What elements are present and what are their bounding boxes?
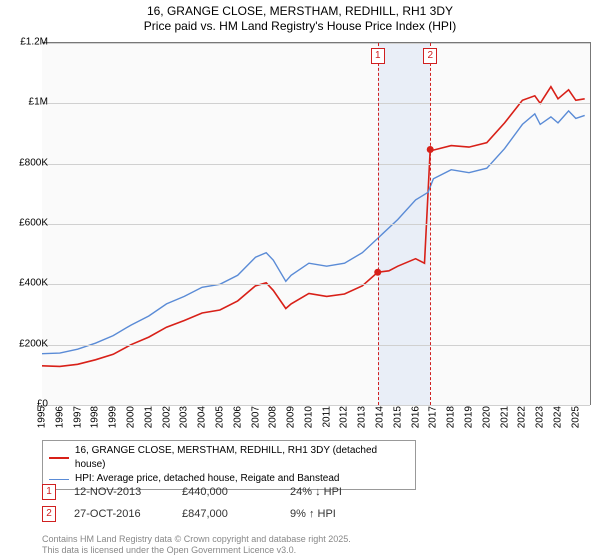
legend-swatch xyxy=(49,479,69,480)
y-tick-label: £0 xyxy=(8,399,48,410)
transaction-delta: 9% ↑ HPI xyxy=(290,508,380,520)
title-subtitle: Price paid vs. HM Land Registry's House … xyxy=(0,19,600,34)
x-tick-label: 2019 xyxy=(464,406,475,428)
y-tick-label: £600K xyxy=(8,218,48,229)
y-tick-label: £200K xyxy=(8,338,48,349)
title-block: 16, GRANGE CLOSE, MERSTHAM, REDHILL, RH1… xyxy=(0,0,600,34)
x-tick-label: 2008 xyxy=(268,406,279,428)
footer-copyright: Contains HM Land Registry data © Crown c… xyxy=(42,534,351,545)
gridline xyxy=(42,103,590,104)
x-tick-label: 2005 xyxy=(214,406,225,428)
x-tick-label: 2014 xyxy=(375,406,386,428)
transaction-marker: 1 xyxy=(42,484,56,500)
transaction-row: 2 27-OCT-2016 £847,000 9% ↑ HPI xyxy=(42,506,582,522)
x-tick-label: 2020 xyxy=(481,406,492,428)
x-tick-label: 1998 xyxy=(90,406,101,428)
x-tick-label: 2003 xyxy=(179,406,190,428)
x-tick-label: 2012 xyxy=(339,406,350,428)
x-tick-label: 1999 xyxy=(108,406,119,428)
x-tick-label: 2007 xyxy=(250,406,261,428)
event-vline xyxy=(430,43,431,405)
plot-area xyxy=(42,42,591,405)
x-tick-label: 2024 xyxy=(552,406,563,428)
gridline xyxy=(42,164,590,165)
footer-block: Contains HM Land Registry data © Crown c… xyxy=(42,534,351,557)
x-tick-label: 2016 xyxy=(410,406,421,428)
event-marker-top: 2 xyxy=(423,48,437,64)
x-tick-label: 2013 xyxy=(357,406,368,428)
event-vline xyxy=(378,43,379,405)
x-tick-label: 2025 xyxy=(570,406,581,428)
chart-container: 16, GRANGE CLOSE, MERSTHAM, REDHILL, RH1… xyxy=(0,0,600,560)
x-tick-label: 2010 xyxy=(303,406,314,428)
legend-label: 16, GRANGE CLOSE, MERSTHAM, REDHILL, RH1… xyxy=(75,444,409,472)
y-tick-label: £1M xyxy=(8,97,48,108)
transaction-marker: 2 xyxy=(42,506,56,522)
x-tick-label: 2017 xyxy=(428,406,439,428)
transaction-row: 1 12-NOV-2013 £440,000 24% ↓ HPI xyxy=(42,484,582,500)
x-tick-label: 2022 xyxy=(517,406,528,428)
x-tick-label: 2018 xyxy=(446,406,457,428)
legend-item-price: 16, GRANGE CLOSE, MERSTHAM, REDHILL, RH1… xyxy=(49,444,409,472)
y-tick-label: £800K xyxy=(8,157,48,168)
legend-box: 16, GRANGE CLOSE, MERSTHAM, REDHILL, RH1… xyxy=(42,440,416,490)
x-tick-label: 2011 xyxy=(321,406,332,428)
series-hpi xyxy=(42,111,585,354)
footer-licence: This data is licensed under the Open Gov… xyxy=(42,545,351,556)
gridline xyxy=(42,284,590,285)
x-axis-labels: 1995199619971998199920002001200220032004… xyxy=(42,406,590,436)
x-tick-label: 2009 xyxy=(286,406,297,428)
x-tick-label: 2002 xyxy=(161,406,172,428)
event-marker-top: 1 xyxy=(371,48,385,64)
gridline xyxy=(42,345,590,346)
y-tick-label: £400K xyxy=(8,278,48,289)
x-tick-label: 2023 xyxy=(535,406,546,428)
transaction-date: 12-NOV-2013 xyxy=(74,486,164,498)
gridline xyxy=(42,43,590,44)
transaction-price: £847,000 xyxy=(182,508,272,520)
gridline xyxy=(42,224,590,225)
x-tick-label: 2021 xyxy=(499,406,510,428)
transaction-price: £440,000 xyxy=(182,486,272,498)
transaction-date: 27-OCT-2016 xyxy=(74,508,164,520)
x-tick-label: 1996 xyxy=(54,406,65,428)
title-address: 16, GRANGE CLOSE, MERSTHAM, REDHILL, RH1… xyxy=(0,4,600,19)
legend-swatch xyxy=(49,457,69,459)
x-tick-label: 2006 xyxy=(232,406,243,428)
x-tick-label: 1997 xyxy=(72,406,83,428)
transaction-delta: 24% ↓ HPI xyxy=(290,486,380,498)
series-price_paid xyxy=(42,87,585,367)
x-tick-label: 2004 xyxy=(197,406,208,428)
x-tick-label: 2015 xyxy=(392,406,403,428)
x-tick-label: 2001 xyxy=(143,406,154,428)
x-tick-label: 2000 xyxy=(125,406,136,428)
y-tick-label: £1.2M xyxy=(8,37,48,48)
